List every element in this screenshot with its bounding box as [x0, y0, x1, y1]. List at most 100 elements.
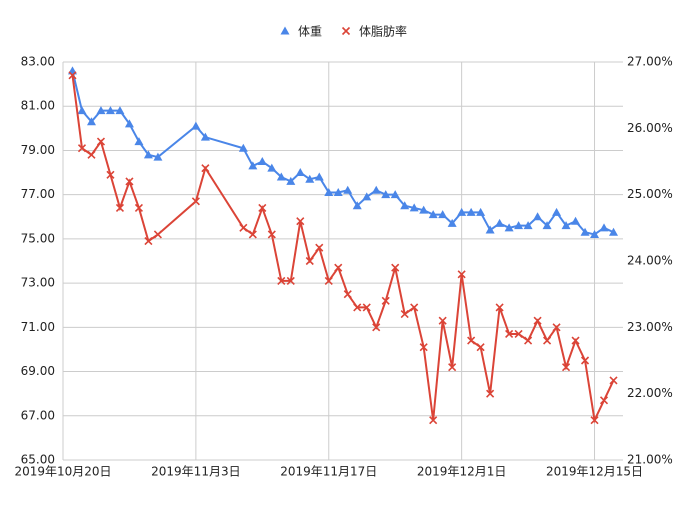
point: [371, 185, 381, 194]
point: [419, 205, 429, 214]
point: [305, 174, 315, 183]
point: [352, 201, 362, 210]
y-tick-label: 75.00: [21, 231, 55, 245]
point: [485, 225, 495, 234]
point: [362, 192, 372, 201]
x-tick-label: 2019年12月15日: [546, 465, 643, 479]
point: [447, 218, 457, 227]
point: [609, 376, 618, 385]
point: [457, 207, 467, 216]
point: [96, 106, 106, 115]
x-tick-label: 2019年11月17日: [280, 465, 377, 479]
point: [391, 263, 400, 272]
point: [428, 210, 438, 219]
point: [467, 336, 476, 345]
y-tick-label: 69.00: [21, 364, 55, 378]
point: [333, 187, 343, 196]
point: [476, 343, 485, 352]
point: [419, 343, 428, 352]
point: [115, 106, 125, 115]
series-line: [71, 70, 614, 236]
point: [561, 221, 571, 230]
point: [125, 177, 134, 186]
point: [400, 201, 410, 210]
point: [144, 237, 153, 246]
point: [609, 227, 619, 236]
point: [334, 263, 343, 272]
y-tick-label: 83.00: [21, 55, 55, 69]
point: [77, 106, 87, 115]
point: [543, 336, 552, 345]
point: [286, 176, 296, 185]
y-tick-label: 67.00: [21, 408, 55, 422]
point: [542, 221, 552, 230]
y-tick-label: 79.00: [21, 143, 55, 157]
point: [314, 172, 324, 181]
y2-tick-label: 21.00%: [627, 453, 673, 467]
point: [410, 303, 419, 312]
point: [571, 216, 581, 225]
point: [77, 144, 87, 153]
point: [429, 416, 438, 425]
point: [305, 256, 314, 266]
point: [438, 210, 448, 219]
point: [533, 212, 543, 221]
point: [495, 218, 505, 227]
point: [286, 276, 295, 285]
point: [362, 303, 371, 312]
point: [524, 336, 533, 345]
point: [381, 296, 390, 305]
point: [400, 310, 409, 319]
point: [324, 187, 334, 196]
point: [106, 170, 115, 179]
y-tick-label: 71.00: [21, 320, 55, 334]
point: [552, 207, 562, 216]
point: [68, 71, 77, 80]
point: [143, 150, 153, 159]
y2-tick-label: 26.00%: [627, 121, 673, 135]
point: [134, 137, 144, 146]
y-tick-label: 65.00: [21, 453, 55, 467]
point: [580, 227, 590, 236]
y2-tick-label: 22.00%: [627, 386, 673, 400]
point: [105, 106, 115, 115]
y2-tick-label: 25.00%: [627, 187, 673, 201]
point: [276, 172, 286, 181]
point: [315, 243, 324, 252]
point: [523, 221, 533, 230]
point: [599, 223, 609, 232]
point: [372, 323, 381, 332]
point: [191, 197, 200, 206]
point: [590, 229, 600, 238]
point: [277, 276, 286, 285]
point: [324, 276, 333, 285]
series-line: [71, 75, 615, 424]
point: [409, 203, 419, 212]
y2-tick-label: 27.00%: [627, 55, 673, 69]
point: [343, 290, 352, 299]
y-tick-label: 81.00: [21, 99, 55, 113]
legend-label: 体脂肪率: [359, 24, 407, 39]
point: [191, 121, 201, 130]
y2-tick-label: 23.00%: [627, 320, 673, 334]
x-tick-label: 2019年12月1日: [417, 465, 506, 479]
x-tick-label: 2019年11月3日: [151, 465, 240, 479]
point: [134, 203, 143, 212]
point: [495, 303, 504, 312]
point: [552, 323, 561, 332]
point: [466, 207, 476, 216]
point: [200, 132, 210, 141]
point: [248, 161, 258, 170]
y-tick-label: 73.00: [21, 276, 55, 290]
point: [153, 152, 163, 161]
point: [201, 164, 210, 173]
point: [296, 217, 305, 226]
point: [239, 223, 248, 232]
point: [353, 303, 362, 312]
point: [238, 143, 248, 152]
x-tick-label: 2019年10月20日: [14, 465, 111, 479]
legend-marker: [280, 26, 290, 35]
point: [295, 168, 305, 177]
point: [561, 363, 571, 372]
